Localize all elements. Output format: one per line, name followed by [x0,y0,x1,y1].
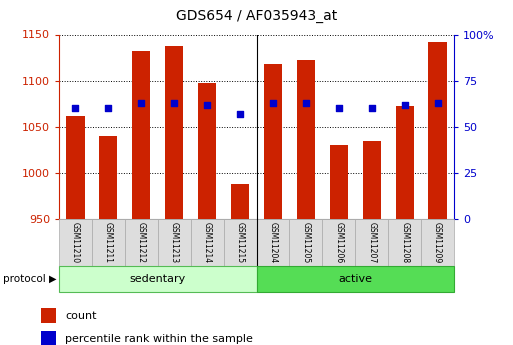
Bar [363,141,381,219]
Text: GSM11207: GSM11207 [367,222,376,263]
Bar [231,184,249,219]
Text: GSM11209: GSM11209 [433,222,442,263]
Bar [421,219,454,266]
Text: GSM11210: GSM11210 [71,222,80,263]
Text: count: count [65,311,96,321]
Bar [330,145,348,219]
Bar [322,219,355,266]
Point [368,106,376,111]
Text: protocol: protocol [3,274,45,284]
Bar [132,51,150,219]
Text: ▶: ▶ [49,274,56,284]
Point [401,102,409,107]
Bar [41,331,56,345]
Point [104,106,112,111]
Bar [125,219,158,266]
Bar [158,219,191,266]
Text: GSM11212: GSM11212 [137,222,146,263]
Bar [428,42,447,219]
Point [302,100,310,106]
Point [71,106,80,111]
Bar [92,219,125,266]
Text: sedentary: sedentary [130,274,186,284]
Text: percentile rank within the sample: percentile rank within the sample [65,334,253,344]
Point [203,102,211,107]
Text: GSM11215: GSM11215 [235,222,245,263]
Text: GSM11208: GSM11208 [400,222,409,263]
Point [236,111,244,117]
Point [137,100,145,106]
Point [269,100,277,106]
Bar [59,266,256,292]
Bar [297,60,315,219]
Text: GSM11214: GSM11214 [203,222,212,263]
Bar [224,219,256,266]
Bar [59,219,92,266]
Bar [256,219,289,266]
Point [334,106,343,111]
Bar [396,107,413,219]
Text: GSM11204: GSM11204 [268,222,278,263]
Text: GSM11206: GSM11206 [334,222,343,263]
Point [433,100,442,106]
Bar [256,266,454,292]
Text: active: active [338,274,372,284]
Text: GSM11205: GSM11205 [301,222,310,263]
Bar [66,116,85,219]
Bar [388,219,421,266]
Text: GSM11213: GSM11213 [170,222,179,263]
Bar [289,219,322,266]
Bar [100,136,117,219]
Text: GSM11211: GSM11211 [104,222,113,263]
Bar [198,83,216,219]
Bar [165,46,183,219]
Bar [264,64,282,219]
Text: GDS654 / AF035943_at: GDS654 / AF035943_at [176,9,337,23]
Point [170,100,179,106]
Bar [41,308,56,324]
Bar [191,219,224,266]
Bar [355,219,388,266]
